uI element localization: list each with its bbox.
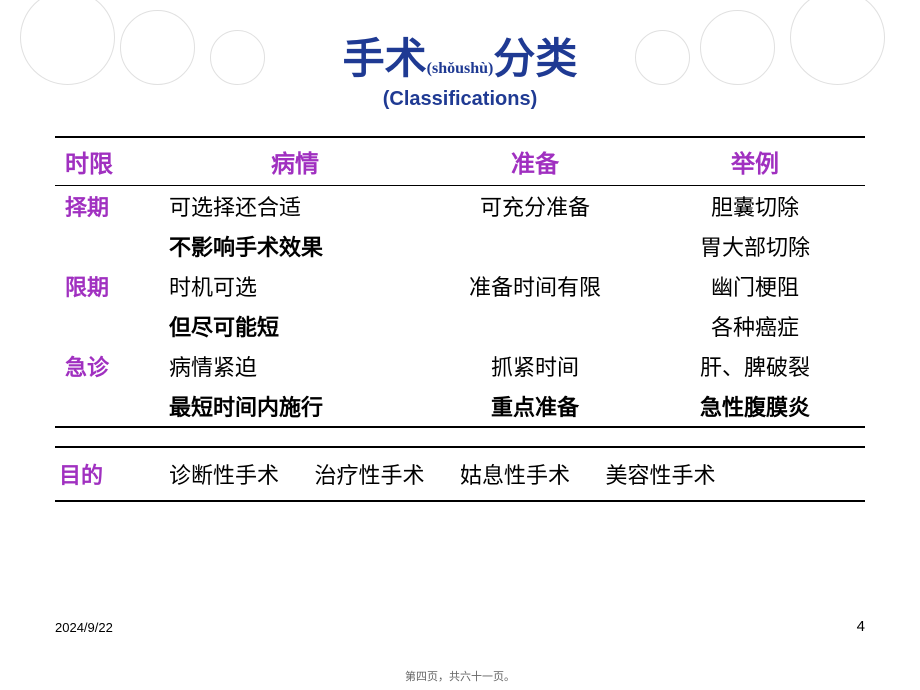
purpose-item: 姑息性手术: [460, 458, 570, 490]
row-ex: 急性腹膜炎: [645, 386, 865, 427]
table-row: 急诊 病情紧迫 抓紧时间 肝、脾破裂: [55, 346, 865, 386]
th-time: 时限: [55, 137, 165, 186]
title-main1: 手术: [343, 37, 427, 83]
row-cond: 可选择还合适: [165, 186, 425, 227]
bg-circle: [210, 30, 265, 85]
row-cond: 但尽可能短: [165, 306, 425, 346]
classification-table: 时限 病情 准备 举例 择期 可选择还合适 可充分准备 胆囊切除 不影响手术效果…: [55, 136, 865, 502]
row-ex: 幽门梗阻: [645, 266, 865, 306]
row-cond: 时机可选: [165, 266, 425, 306]
th-ex: 举例: [645, 137, 865, 186]
th-prep: 准备: [425, 137, 645, 186]
row-prep: 抓紧时间: [425, 346, 645, 386]
title-pinyin: (shǒushù): [427, 60, 494, 77]
row-label: 急诊: [55, 346, 165, 386]
row-label: [55, 386, 165, 427]
footer-page: 4: [857, 618, 865, 635]
table-row: 不影响手术效果 胃大部切除: [55, 226, 865, 266]
purpose-item: 美容性手术: [606, 458, 716, 490]
purpose-label: 目的: [55, 447, 165, 501]
row-ex: 胃大部切除: [645, 226, 865, 266]
row-prep: 可充分准备: [425, 186, 645, 227]
row-cond: 最短时间内施行: [165, 386, 425, 427]
row-label: [55, 306, 165, 346]
bg-circle: [700, 10, 775, 85]
purpose-items: 诊断性手术 治疗性手术 姑息性手术 美容性手术: [165, 447, 865, 501]
bg-circle: [635, 30, 690, 85]
th-cond: 病情: [165, 137, 425, 186]
title-main2: 分类: [493, 37, 577, 83]
row-cond: 不影响手术效果: [165, 226, 425, 266]
row-label: 限期: [55, 266, 165, 306]
table-row: 最短时间内施行 重点准备 急性腹膜炎: [55, 386, 865, 427]
purpose-item: 治疗性手术: [315, 458, 425, 490]
footer-date: 2024/9/22: [55, 620, 113, 635]
spacer-row: [55, 427, 865, 447]
bottom-note: 第四页，共六十一页。: [0, 668, 920, 684]
table-row: 但尽可能短 各种癌症: [55, 306, 865, 346]
table-area: 时限 病情 准备 举例 择期 可选择还合适 可充分准备 胆囊切除 不影响手术效果…: [0, 111, 920, 502]
title-sub: (Classifications): [0, 88, 920, 111]
row-prep: 重点准备: [425, 386, 645, 427]
purpose-row: 目的 诊断性手术 治疗性手术 姑息性手术 美容性手术: [55, 447, 865, 501]
row-ex: 胆囊切除: [645, 186, 865, 227]
row-prep: [425, 306, 645, 346]
row-prep: [425, 226, 645, 266]
row-label: 择期: [55, 186, 165, 227]
row-prep: 准备时间有限: [425, 266, 645, 306]
header-row: 时限 病情 准备 举例: [55, 137, 865, 186]
row-label: [55, 226, 165, 266]
row-ex: 各种癌症: [645, 306, 865, 346]
row-ex: 肝、脾破裂: [645, 346, 865, 386]
row-cond: 病情紧迫: [165, 346, 425, 386]
table-row: 限期 时机可选 准备时间有限 幽门梗阻: [55, 266, 865, 306]
purpose-item: 诊断性手术: [169, 458, 279, 490]
table-row: 择期 可选择还合适 可充分准备 胆囊切除: [55, 186, 865, 227]
bg-circle: [120, 10, 195, 85]
